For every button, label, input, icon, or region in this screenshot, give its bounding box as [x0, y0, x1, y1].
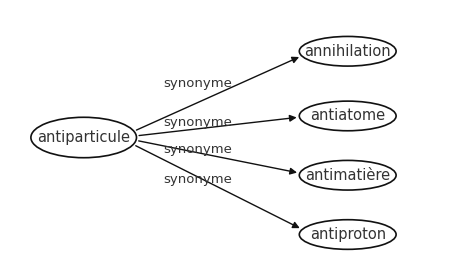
Ellipse shape: [299, 36, 396, 66]
Text: antiatome: antiatome: [310, 108, 385, 123]
Text: synonyme: synonyme: [163, 143, 232, 156]
Text: synonyme: synonyme: [163, 116, 232, 129]
Text: antiparticule: antiparticule: [37, 130, 130, 145]
Text: synonyme: synonyme: [163, 173, 232, 186]
Text: synonyme: synonyme: [163, 77, 232, 90]
Ellipse shape: [299, 101, 396, 131]
Ellipse shape: [299, 160, 396, 190]
Text: antiproton: antiproton: [310, 227, 386, 242]
Ellipse shape: [299, 220, 396, 249]
Text: annihilation: annihilation: [304, 44, 391, 59]
Text: antimatière: antimatière: [305, 168, 390, 183]
Ellipse shape: [31, 117, 136, 158]
